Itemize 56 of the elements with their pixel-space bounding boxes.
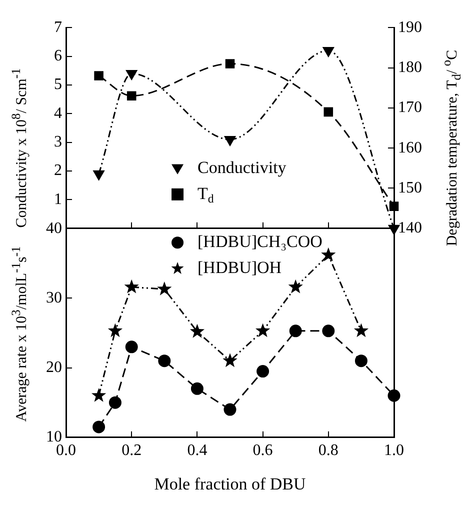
point	[158, 354, 171, 368]
point	[91, 388, 106, 402]
point	[93, 170, 104, 180]
point	[324, 107, 334, 117]
point	[224, 403, 236, 416]
y2-tick-label: 160	[398, 139, 422, 156]
point	[388, 389, 400, 402]
point	[222, 353, 238, 368]
point	[321, 247, 336, 262]
x-tick-label: 0.4	[187, 442, 208, 460]
point	[94, 71, 104, 80]
point	[354, 354, 368, 368]
point	[322, 324, 335, 338]
y-tick-label: 7	[54, 18, 62, 36]
point	[322, 47, 334, 57]
y-tick-label: 5	[54, 76, 62, 94]
point	[124, 279, 139, 294]
x-tick-label: 1.0	[384, 442, 404, 460]
point	[126, 91, 136, 101]
point	[92, 420, 106, 434]
point	[389, 202, 399, 211]
y-tick-label: 20	[46, 359, 62, 376]
y2-tick-label: 170	[398, 99, 422, 116]
point	[157, 281, 172, 296]
point	[289, 324, 302, 338]
point	[126, 70, 138, 80]
point	[125, 340, 138, 354]
y2-tick-label: 180	[398, 58, 422, 76]
y-tick-label: 1	[54, 190, 62, 208]
point	[225, 59, 235, 68]
y-tick-label: 2	[54, 162, 62, 180]
x-axis-title: Mole fraction of DBU	[154, 474, 306, 494]
point	[288, 279, 303, 294]
point	[108, 396, 122, 409]
legend-label: Conductivity	[198, 158, 287, 177]
y-tick-label: 30	[46, 289, 62, 306]
point	[190, 382, 204, 395]
legend-label: [HDBU]OH	[198, 258, 282, 278]
y-tick-label: 40	[46, 220, 62, 237]
point	[256, 365, 270, 378]
y-tick-label: 3	[54, 134, 62, 151]
x-tick-label: 0.8	[318, 442, 338, 460]
legend-label: [HDBU]CH₃COO	[198, 232, 322, 252]
point	[108, 323, 123, 338]
x-tick-label: 0.6	[252, 442, 273, 460]
point	[255, 323, 270, 338]
point	[190, 324, 205, 338]
y-tick-label: 4	[54, 104, 62, 122]
y2-tick-label: 150	[398, 179, 422, 196]
x-tick-label: 0.2	[122, 442, 142, 460]
point	[354, 323, 369, 338]
point	[388, 224, 400, 235]
y2-tick-label: 140	[398, 220, 422, 237]
y2-tick-label: 190	[398, 18, 422, 36]
point	[224, 136, 236, 146]
y-tick-label: 6	[54, 47, 62, 64]
